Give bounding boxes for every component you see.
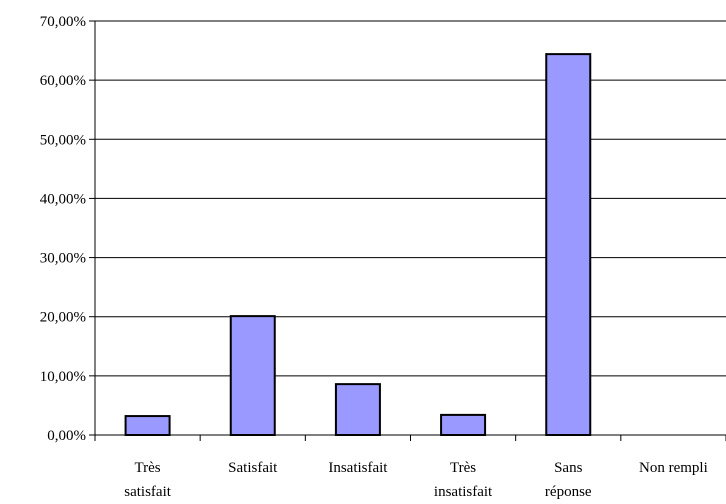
x-category-label-line: Sans (554, 460, 583, 476)
x-category-label-line: Non rempli (639, 460, 708, 476)
axes (89, 20, 726, 441)
x-category-label-line: Très (450, 460, 476, 476)
x-category-label-line: satisfait (124, 484, 171, 500)
y-tick-label: 70,00% (40, 14, 86, 30)
bar (124, 415, 171, 436)
bar (440, 413, 487, 436)
x-category-label: Sans réponse (545, 460, 592, 500)
y-tick-label: 20,00% (40, 310, 86, 326)
x-category-label-line: Insatisfait (328, 460, 388, 476)
x-category-label: Insatisfait (328, 460, 388, 476)
y-tick-label: 30,00% (40, 251, 86, 267)
y-tick-label: 10,00% (40, 369, 86, 385)
x-category-label-line: Satisfait (228, 460, 278, 476)
y-tick-label: 50,00% (40, 132, 86, 148)
y-tick-labels: 0,00% 10,00% 20,00% 30,00% 40,00% 50,00% 60,00… (40, 14, 86, 444)
y-tick-label: 40,00% (40, 191, 86, 207)
y-tick-label: 60,00% (40, 73, 86, 89)
x-category-label-line: réponse (545, 484, 592, 500)
x-category-label: Très satisfait (124, 460, 171, 500)
x-category-label-line: Très (135, 460, 161, 476)
x-category-label-line: insatisfait (434, 484, 493, 500)
x-category-label: Très insatisfait (434, 460, 493, 500)
bar (229, 315, 276, 437)
x-category-labels: Très satisfait Satisfait Insatisfait Très ins… (124, 460, 708, 500)
gridlines (95, 20, 726, 377)
bar (545, 53, 592, 437)
bar (334, 383, 381, 437)
y-tick-label: 0,00% (47, 428, 86, 444)
x-category-label: Satisfait (228, 460, 278, 476)
x-category-label: Non rempli (639, 460, 708, 476)
bars (124, 53, 592, 437)
